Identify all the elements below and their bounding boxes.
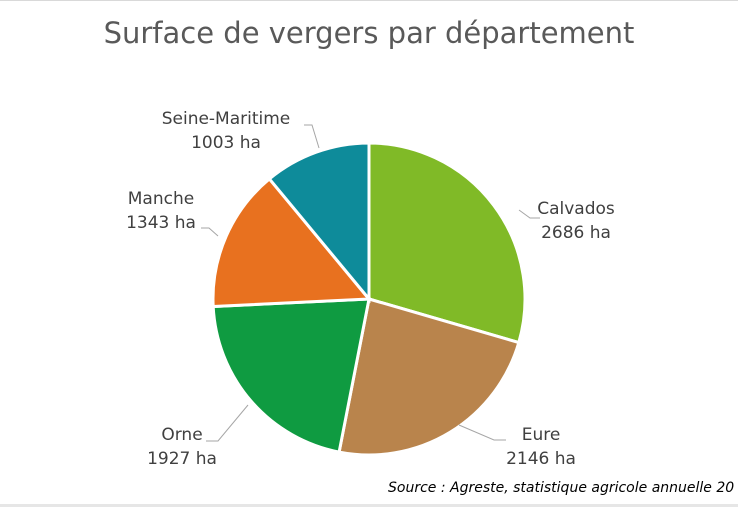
value-label: 1003 ha <box>191 133 261 153</box>
pie-slice-seine-maritime <box>267 141 371 304</box>
value-label: 2686 ha <box>541 223 611 243</box>
category-label: Eure <box>522 425 561 445</box>
leader-line <box>458 424 506 441</box>
bottom-border <box>0 504 738 507</box>
pie-slice-eure <box>337 297 521 457</box>
value-label: 1343 ha <box>126 213 196 233</box>
chart-title: Surface de vergers par département <box>103 16 635 50</box>
leader-line <box>518 209 540 219</box>
value-label: 2146 ha <box>506 449 576 469</box>
pie-slice-calvados <box>367 141 527 345</box>
pie-slice-manche <box>211 176 373 309</box>
top-border <box>0 0 738 1</box>
value-label: 1927 ha <box>147 449 217 469</box>
category-label: Seine-Maritime <box>162 109 291 129</box>
pie-slice-orne <box>211 297 371 454</box>
leader-line <box>206 404 249 442</box>
category-label: Calvados <box>537 199 615 219</box>
source-note: Source : Agreste, statistique agricole a… <box>388 480 735 496</box>
category-label: Manche <box>128 189 194 209</box>
category-label: Orne <box>161 425 202 445</box>
leader-line <box>201 227 219 237</box>
leader-line <box>304 124 320 149</box>
